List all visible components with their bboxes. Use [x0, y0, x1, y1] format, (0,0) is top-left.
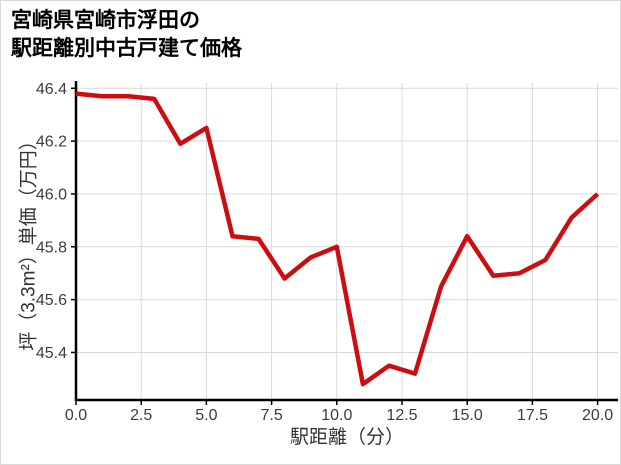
x-tick-label: 7.5: [260, 407, 282, 424]
x-tick-label: 5.0: [195, 407, 217, 424]
y-tick-label: 45.6: [36, 292, 67, 309]
x-tick-label: 12.5: [386, 407, 417, 424]
x-tick-label: 10.0: [321, 407, 352, 424]
chart-title-line-2: 駅距離別中古戸建て価格: [11, 37, 242, 61]
x-tick-label: 20.0: [582, 407, 613, 424]
y-tick-label: 46.2: [36, 134, 67, 151]
x-tick-label: 2.5: [130, 407, 152, 424]
chart-title-line-1: 宮崎県宮崎市浮田の: [11, 9, 200, 32]
chart-title: 宮崎県宮崎市浮田の 駅距離別中古戸建て価格: [11, 7, 242, 64]
y-tick-label: 45.8: [36, 239, 67, 256]
y-tick-label: 46.4: [36, 81, 67, 98]
x-tick-label: 17.5: [517, 407, 548, 424]
x-tick-label: 0.0: [65, 407, 87, 424]
y-tick-label: 45.4: [36, 345, 67, 362]
y-tick-label: 46.0: [36, 186, 67, 203]
x-axis-label: 駅距離（分）: [289, 427, 404, 448]
x-tick-label: 15.0: [452, 407, 483, 424]
price-line-series: [75, 91, 600, 387]
